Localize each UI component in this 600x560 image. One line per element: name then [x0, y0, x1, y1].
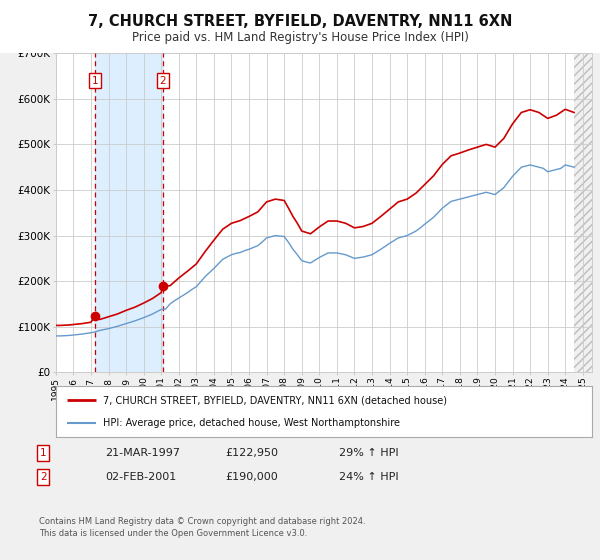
Text: 29% ↑ HPI: 29% ↑ HPI [339, 448, 398, 458]
Text: 2: 2 [160, 76, 166, 86]
Text: £122,950: £122,950 [225, 448, 278, 458]
Bar [95, 53, 163, 372]
Text: 24% ↑ HPI: 24% ↑ HPI [339, 472, 398, 482]
Text: This data is licensed under the Open Government Licence v3.0.: This data is licensed under the Open Gov… [39, 529, 307, 538]
Bar [574, 53, 592, 372]
Text: Price paid vs. HM Land Registry's House Price Index (HPI): Price paid vs. HM Land Registry's House … [131, 31, 469, 44]
Text: 2: 2 [40, 472, 47, 482]
Text: 7, CHURCH STREET, BYFIELD, DAVENTRY, NN11 6XN (detached house): 7, CHURCH STREET, BYFIELD, DAVENTRY, NN1… [103, 395, 447, 405]
Text: HPI: Average price, detached house, West Northamptonshire: HPI: Average price, detached house, West… [103, 418, 400, 428]
Text: 1: 1 [91, 76, 98, 86]
Text: Contains HM Land Registry data © Crown copyright and database right 2024.: Contains HM Land Registry data © Crown c… [39, 517, 365, 526]
Text: £190,000: £190,000 [225, 472, 278, 482]
Text: 1: 1 [40, 448, 47, 458]
Text: 02-FEB-2001: 02-FEB-2001 [105, 472, 176, 482]
Text: 21-MAR-1997: 21-MAR-1997 [105, 448, 180, 458]
Text: 7, CHURCH STREET, BYFIELD, DAVENTRY, NN11 6XN: 7, CHURCH STREET, BYFIELD, DAVENTRY, NN1… [88, 14, 512, 29]
